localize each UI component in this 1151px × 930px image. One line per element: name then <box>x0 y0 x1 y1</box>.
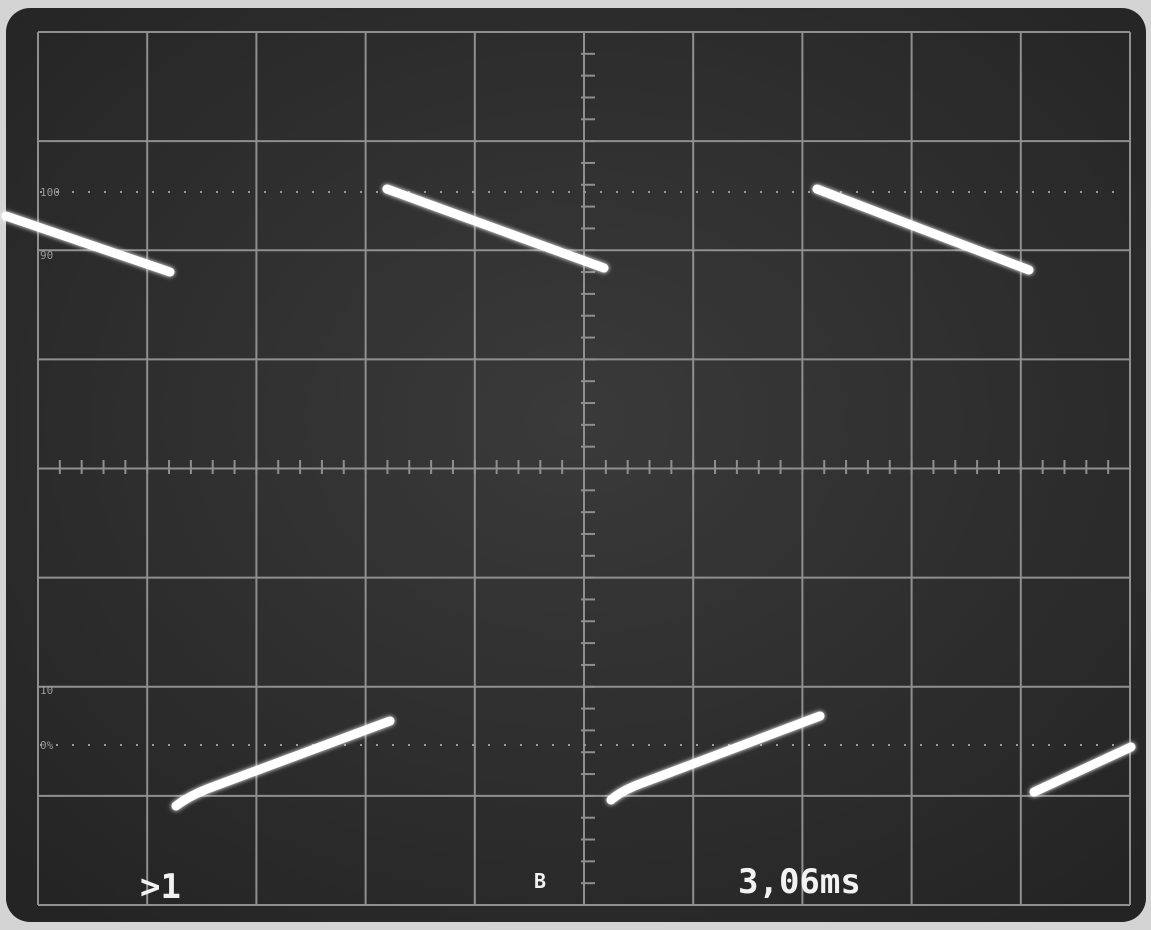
grat-label: 100 <box>40 186 60 199</box>
trace <box>382 184 609 273</box>
grat-label: 0% <box>40 739 54 752</box>
reference-lines <box>40 191 1128 746</box>
grat-label: 10 <box>40 684 53 697</box>
traces <box>1 184 1136 811</box>
timebase-readout: 3,06ms <box>738 862 861 902</box>
trace <box>606 711 825 805</box>
mode-readout: B <box>534 869 546 893</box>
trace <box>171 716 395 811</box>
trace <box>1029 742 1136 797</box>
channel-readout: >1 <box>140 867 181 907</box>
crt <box>6 8 1146 922</box>
trace <box>812 184 1034 275</box>
trace <box>1 211 175 277</box>
grat-label: 90 <box>40 249 53 262</box>
graticule <box>37 31 1131 906</box>
